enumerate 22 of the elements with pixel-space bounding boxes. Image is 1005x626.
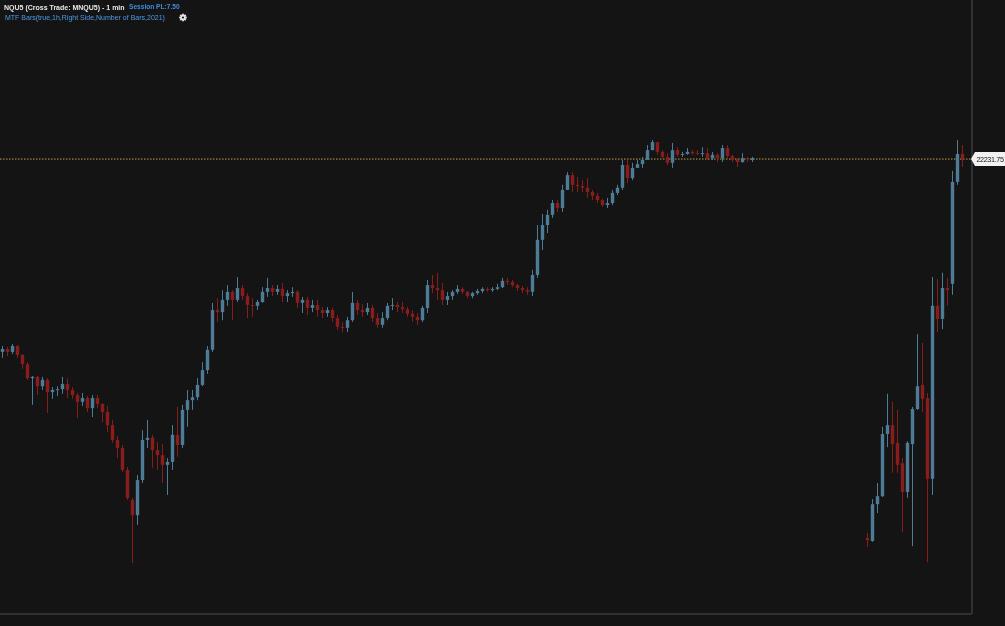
- candlestick: [250, 297, 255, 318]
- candlestick: [570, 171, 575, 193]
- candlestick: [440, 282, 445, 306]
- candlestick: [55, 385, 60, 397]
- candlestick: [160, 443, 165, 484]
- candlestick: [190, 389, 195, 411]
- candlestick: [700, 146, 705, 158]
- candlestick: [265, 277, 270, 298]
- candlestick: [390, 297, 395, 311]
- candlestick: [75, 392, 80, 419]
- candlestick: [165, 457, 170, 496]
- candlestick: [245, 292, 250, 319]
- candlestick: [670, 142, 675, 169]
- candlestick: [110, 419, 115, 444]
- candlestick: [540, 213, 545, 251]
- candlestick: [340, 321, 345, 333]
- candlestick: [885, 393, 890, 448]
- candlestick: [185, 389, 190, 428]
- candlestick: [235, 276, 240, 303]
- candlestick: [65, 377, 70, 399]
- candlestick: [430, 274, 435, 294]
- candlestick: [200, 361, 205, 387]
